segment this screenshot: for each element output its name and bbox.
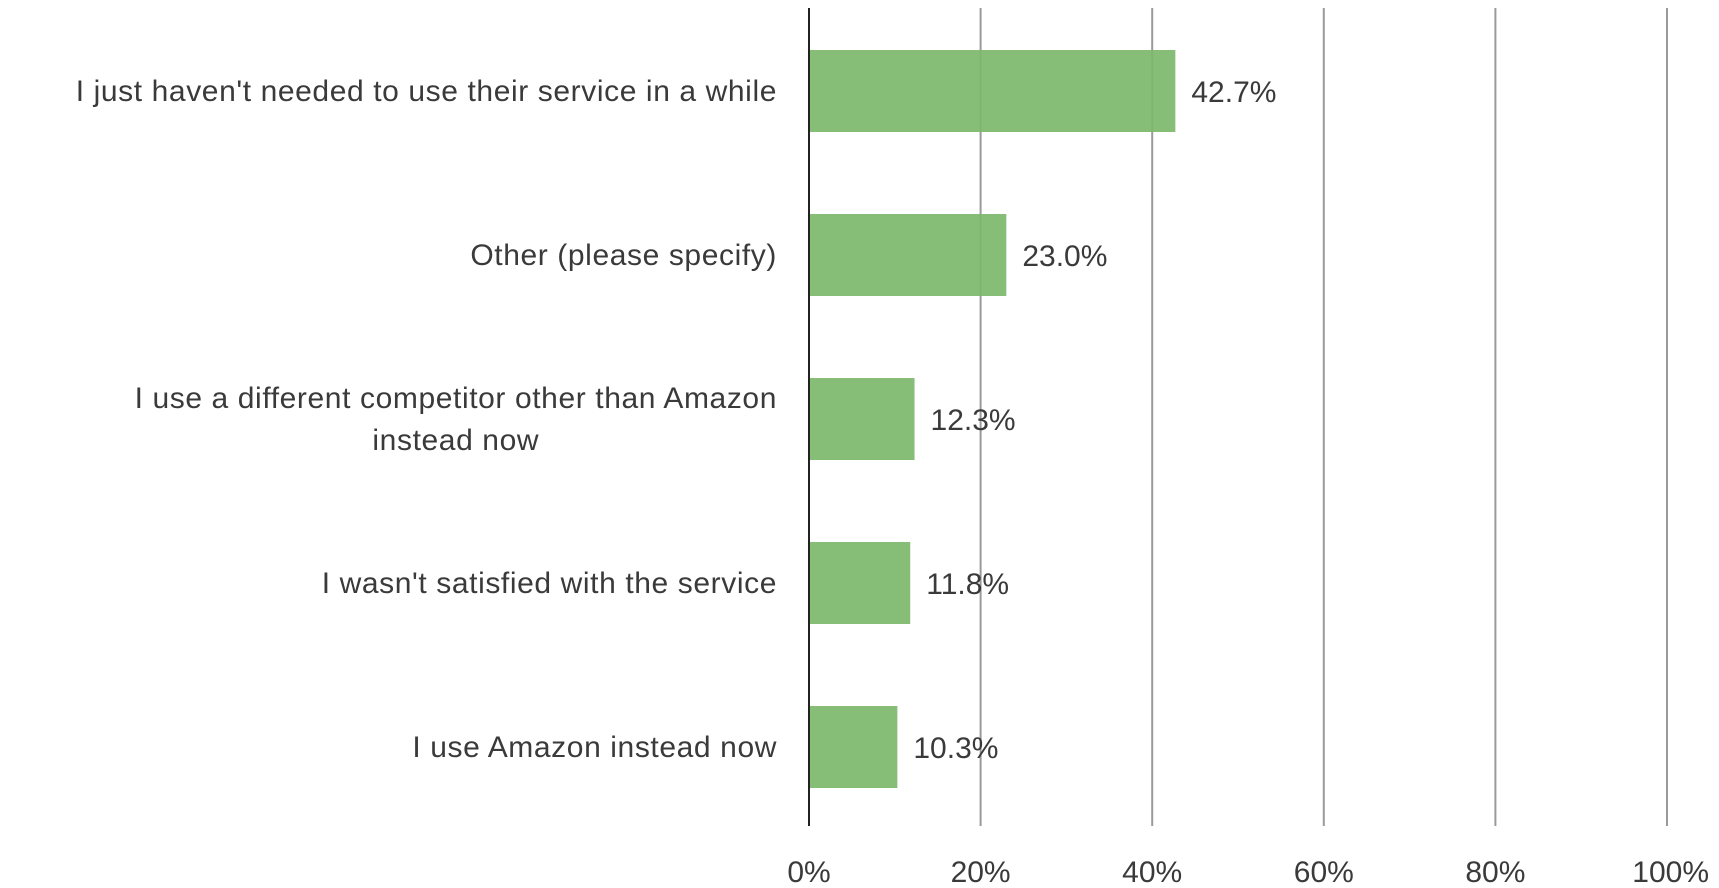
category-label-3: I wasn't satisfied with the service [322,567,777,600]
category-label-0-line-0: I just haven't needed to use their servi… [76,75,777,108]
category-label-2-line-1: instead now [372,424,539,457]
value-label-2: 12.3% [931,404,1016,437]
value-label-0: 42.7% [1191,76,1276,109]
bar-4 [809,706,898,788]
bars [809,50,1176,788]
bar-3 [809,542,911,624]
category-label-1: Other (please specify) [470,239,777,272]
category-label-3-line-0: I wasn't satisfied with the service [322,567,777,600]
value-labels: 42.7% 23.0% 12.3% 11.8% 10.3% [913,76,1276,765]
x-tick-label-0: 0% [787,856,830,888]
value-label-3: 11.8% [926,568,1009,601]
x-tick-label-100: 100% [1632,856,1709,888]
category-labels: I just haven't needed to use their servi… [76,75,777,764]
category-label-4-line-0: I use Amazon instead now [412,731,777,764]
value-label-1: 23.0% [1022,240,1107,273]
x-tick-label-20: 20% [951,856,1011,888]
x-tick-label-60: 60% [1294,856,1354,888]
category-label-4: I use Amazon instead now [412,731,777,764]
bar-2 [809,378,915,460]
x-tick-label-40: 40% [1122,856,1182,888]
category-label-2: I use a different competitor other than … [135,382,777,457]
category-label-2-line-0: I use a different competitor other than … [135,382,777,415]
value-label-4: 10.3% [913,732,998,765]
x-tick-label-80: 80% [1465,856,1525,888]
category-label-0: I just haven't needed to use their servi… [76,75,777,108]
bar-1 [809,214,1007,296]
grid-lines [979,8,1668,826]
bar-0 [809,50,1176,132]
category-label-1-line-0: Other (please specify) [470,239,777,272]
x-tick-labels: 0% 20% 40% 60% 80% 100% [787,856,1709,888]
